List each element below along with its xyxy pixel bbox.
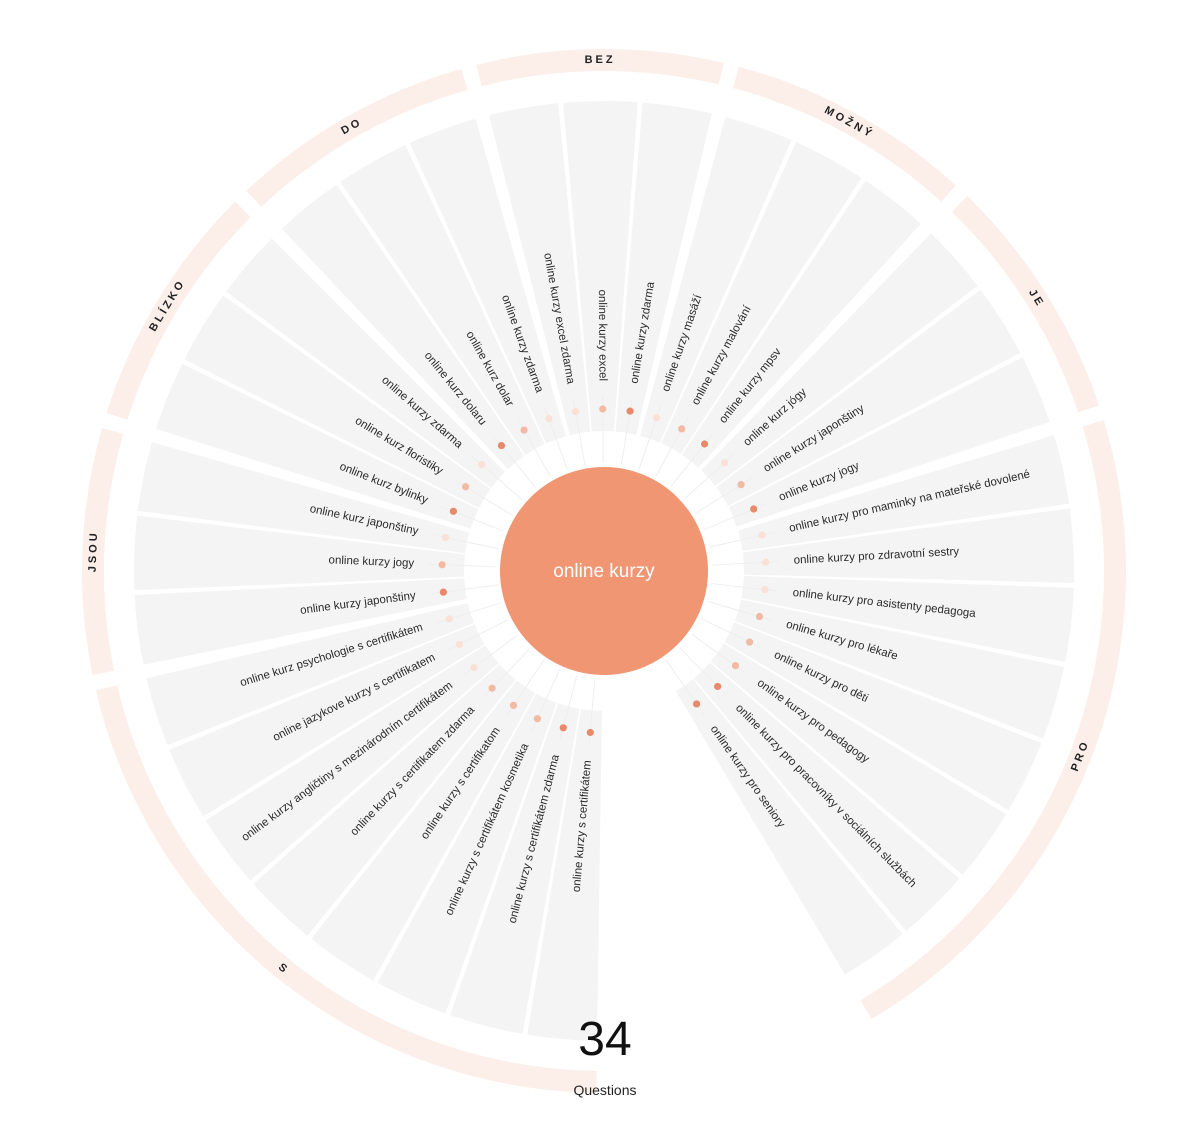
question-dot [745,638,754,646]
question-cell[interactable] [156,363,479,529]
question-dot [445,615,453,623]
question-count-label: Questions [573,1082,637,1098]
question-dot [731,662,740,670]
question-dot [559,724,567,732]
preposition-arc [246,68,468,207]
question-cell[interactable] [640,116,792,443]
question-cell[interactable] [728,357,1050,527]
question-dot [750,505,758,513]
question-dot [438,561,446,569]
question-cell[interactable] [742,508,1074,584]
question-dot [470,664,478,672]
question-cell[interactable] [701,233,978,487]
preposition-arc [860,420,1126,1020]
question-dot [720,459,729,467]
question-dot [653,414,661,422]
question-dot [520,426,528,434]
question-cell[interactable] [184,295,491,508]
question-dot [761,586,769,594]
question-dot [571,407,580,416]
preposition-arc [95,685,597,1093]
question-cell[interactable] [169,624,485,817]
question-dot [678,425,686,433]
preposition-label: BEZ [585,54,616,66]
question-cell[interactable] [226,238,506,488]
question-cell[interactable] [716,289,1021,507]
preposition-arc [106,201,251,420]
question-cell[interactable] [527,709,602,1041]
question-cell[interactable] [253,664,516,936]
question-cell[interactable] [694,662,960,932]
question-dot [692,700,701,708]
question-label[interactable]: online kurzy excel [596,290,609,381]
question-dot [700,440,709,448]
question-dot [533,715,542,723]
preposition-arc [733,66,956,202]
question-cell[interactable] [134,515,465,591]
question-cell[interactable] [311,680,536,981]
question-dot [497,441,506,450]
question-dot [762,558,770,566]
question-cell[interactable] [681,180,921,468]
question-cell[interactable] [137,442,470,554]
preposition-label: JSOU [87,530,101,572]
question-dot [626,407,634,415]
question-dot [455,640,464,648]
question-dot [478,461,486,469]
question-dot [488,684,496,692]
question-cell[interactable] [738,435,1070,551]
question-cell[interactable] [340,145,545,456]
preposition-ring-layer [81,48,1126,1093]
question-count: 34 [578,1013,632,1066]
question-cell[interactable] [450,703,580,1034]
question-cell-layer [134,100,1074,1041]
question-cell[interactable] [724,622,1042,811]
question-cell[interactable] [563,100,638,432]
question-cell[interactable] [489,103,591,436]
question-dot [755,612,764,621]
question-cell[interactable] [134,578,467,665]
question-dot [509,701,518,709]
question-label[interactable]: online kurzy jogy [328,554,414,569]
question-cell[interactable] [377,693,557,1014]
question-dot [449,507,457,515]
preposition-arc [951,196,1100,413]
center-keyword-circle[interactable] [500,467,708,675]
question-cell[interactable] [710,643,1007,875]
question-dot [714,682,722,691]
center-keyword: online kurzy [553,561,655,582]
question-cell[interactable] [205,645,499,881]
question-dot [439,588,447,596]
question-cell[interactable] [734,599,1065,739]
question-dot [462,483,470,491]
preposition-arc [476,48,724,87]
question-cell[interactable] [741,576,1074,663]
question-cell[interactable] [281,184,525,470]
question-dot [586,728,594,737]
question-dot [441,533,450,542]
question-dot [599,405,607,413]
dot-layer [438,405,770,737]
question-cell[interactable] [409,118,566,444]
question-cell[interactable] [146,602,474,746]
question-dot [545,415,553,423]
question-cell[interactable] [615,102,712,435]
preposition-arc [81,427,124,676]
question-dot [758,531,766,539]
question-cell[interactable] [675,679,903,975]
question-cell[interactable] [661,142,862,454]
question-dot [737,481,745,489]
